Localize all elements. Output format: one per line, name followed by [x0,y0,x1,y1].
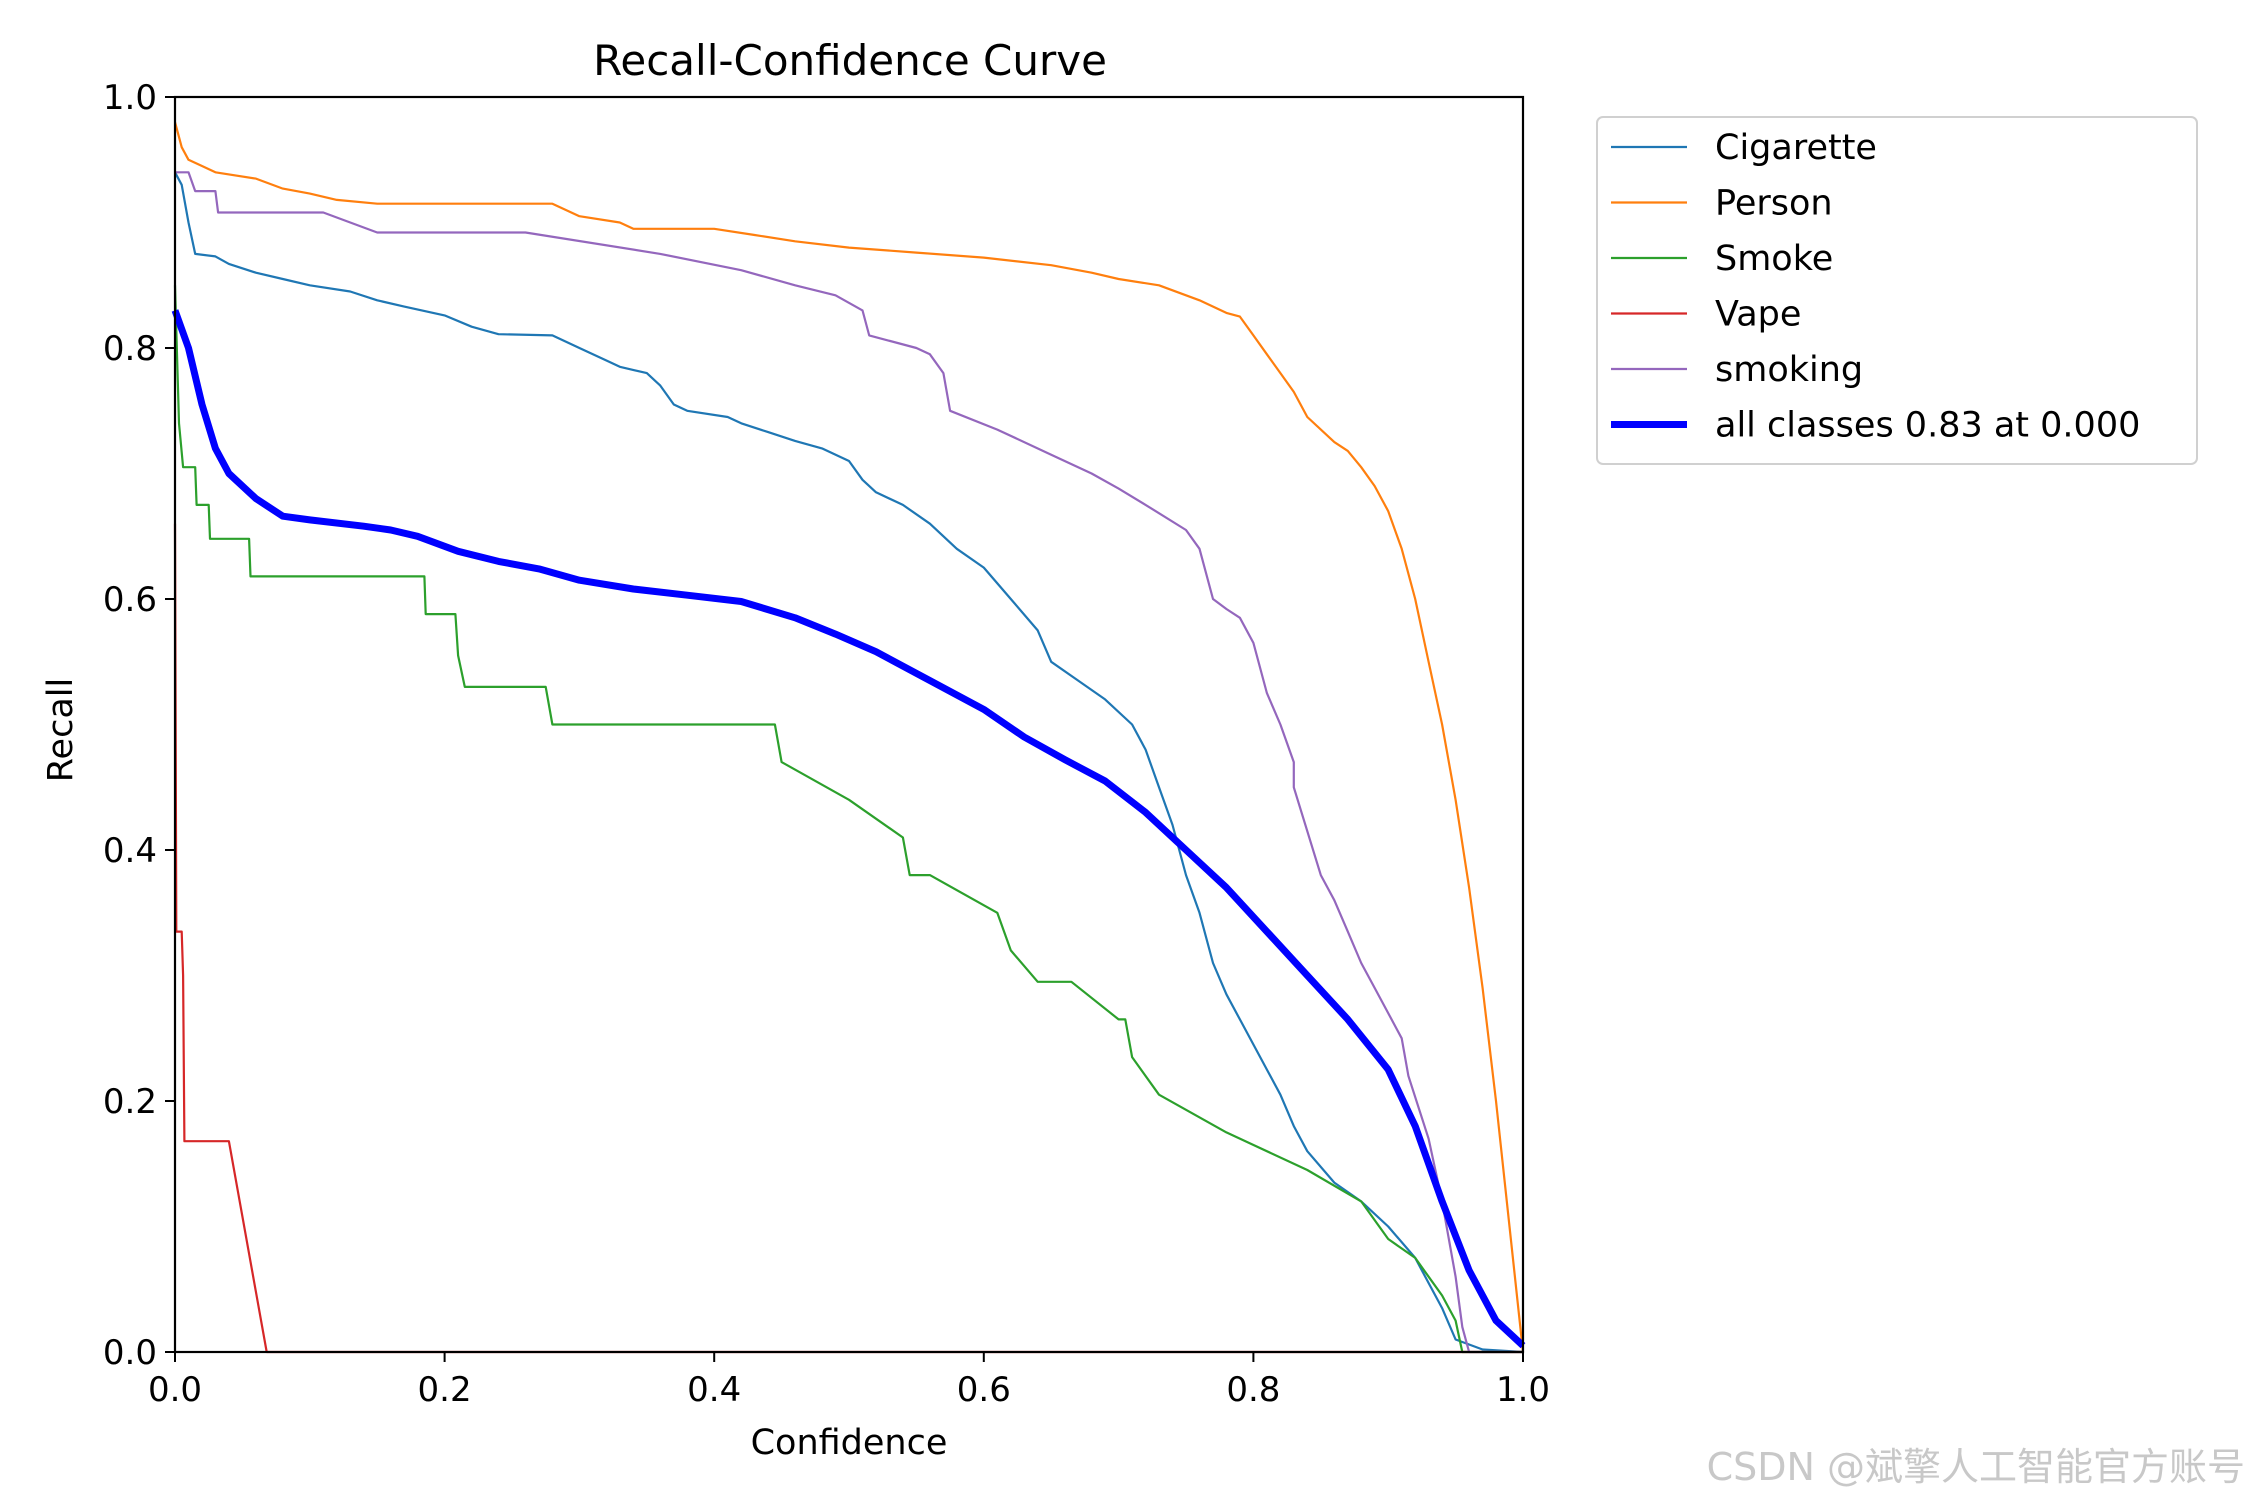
legend-label-0: Cigarette [1715,128,1877,168]
series-layer [171,121,1526,1354]
y-tick-label: 0.6 [103,580,157,620]
series-line-0 [174,171,1524,1354]
legend-label-3: Vape [1715,295,1801,335]
x-tick-label: 0.8 [1226,1370,1280,1410]
x-tick-label: 0.4 [687,1370,741,1410]
plot-frame [173,95,1525,1354]
series-line-5 [171,309,1526,1349]
legend-frame [1596,116,2198,465]
legend: Cigarette Person Smoke Vape smoking all class… [1596,116,2198,465]
watermark: CSDN @斌擎人工智能官方账号 [1707,1445,2245,1489]
y-tick-label: 0.0 [103,1333,157,1373]
chart-title: Recall-Confidence Curve [593,36,1107,85]
series-line-4 [175,171,1523,1354]
y-axis-ticks: 0.0 0.2 0.4 0.6 0.8 1.0 [103,78,175,1373]
x-tick-label: 0.0 [148,1370,202,1410]
legend-label-2: Smoke [1715,239,1833,279]
legend-label-5: all classes 0.83 at 0.000 [1715,406,2140,446]
y-tick-label: 0.8 [103,329,157,369]
x-tick-label: 0.2 [418,1370,472,1410]
y-tick-label: 0.4 [103,831,157,871]
y-axis-label: Recall [41,678,81,782]
series-line-3 [173,523,1523,1354]
y-tick-label: 0.2 [103,1082,157,1122]
x-axis-label: Confidence [751,1423,948,1463]
series-line-2 [173,285,1523,1354]
x-tick-label: 1.0 [1496,1370,1550,1410]
legend-label-4: smoking [1715,350,1863,390]
x-tick-label: 0.6 [957,1370,1011,1410]
series-line-1 [173,121,1525,1353]
x-axis-ticks: 0.0 0.2 0.4 0.6 0.8 1.0 [148,1352,1550,1410]
legend-label-1: Person [1715,184,1833,224]
y-tick-label: 1.0 [103,78,157,118]
